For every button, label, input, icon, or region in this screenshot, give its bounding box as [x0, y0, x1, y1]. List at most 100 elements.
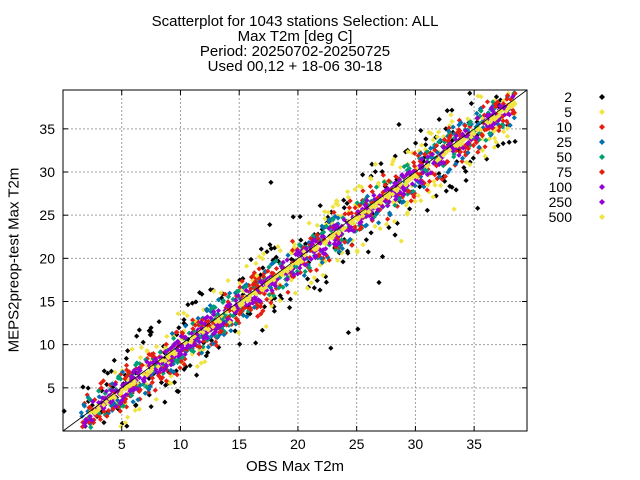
point-count-250 — [169, 358, 175, 364]
point-count-250 — [382, 198, 388, 204]
point-count-500 — [503, 108, 509, 114]
point-count-500 — [494, 114, 500, 121]
point-count-10 — [152, 387, 158, 393]
point-count-5 — [275, 244, 281, 250]
point-count-25 — [417, 150, 424, 156]
point-count-5 — [235, 330, 242, 336]
point-count-500 — [359, 210, 365, 216]
point-count-250 — [123, 392, 129, 398]
point-count-2 — [461, 165, 467, 171]
point-count-250 — [272, 281, 278, 287]
point-count-100 — [320, 247, 326, 253]
point-count-75 — [422, 151, 428, 157]
point-count-2 — [345, 329, 352, 336]
point-count-100 — [301, 256, 308, 262]
point-count-50 — [410, 188, 416, 195]
point-count-25 — [111, 400, 117, 407]
point-count-5 — [320, 272, 326, 278]
point-count-75 — [110, 406, 116, 412]
point-count-75 — [418, 170, 424, 177]
legend-label: 500 — [549, 209, 573, 225]
point-count-75 — [447, 132, 454, 139]
point-count-100 — [90, 399, 96, 405]
one-to-one-line — [62, 89, 528, 432]
point-count-75 — [334, 237, 341, 243]
point-count-500 — [246, 292, 253, 298]
point-count-25 — [199, 350, 205, 356]
point-count-25 — [427, 153, 434, 160]
y-tick-label: 35 — [39, 121, 55, 137]
legend-label: 2 — [564, 89, 572, 105]
point-count-2 — [468, 100, 474, 107]
point-count-500 — [249, 291, 255, 297]
point-count-250 — [346, 227, 352, 234]
point-count-75 — [481, 112, 487, 118]
point-count-50 — [266, 292, 272, 298]
point-count-5 — [412, 198, 418, 204]
point-count-500 — [277, 247, 283, 254]
point-count-500 — [253, 291, 259, 297]
point-count-2 — [273, 254, 279, 260]
point-count-5 — [426, 129, 432, 136]
point-count-500 — [349, 218, 355, 224]
point-count-5 — [166, 360, 173, 366]
point-count-250 — [359, 206, 365, 212]
point-count-2 — [396, 121, 402, 128]
point-count-100 — [211, 309, 217, 315]
point-count-250 — [309, 241, 315, 247]
point-count-250 — [153, 356, 159, 362]
point-count-500 — [128, 382, 134, 388]
point-count-75 — [512, 90, 518, 97]
point-count-10 — [225, 299, 231, 305]
point-count-2 — [268, 246, 274, 252]
point-count-50 — [478, 108, 484, 114]
point-count-250 — [123, 380, 129, 387]
point-count-2 — [271, 308, 277, 314]
point-count-100 — [257, 298, 264, 304]
point-count-10 — [334, 232, 340, 238]
point-count-75 — [238, 309, 244, 315]
point-count-5 — [356, 183, 362, 189]
point-count-75 — [342, 211, 348, 217]
point-count-25 — [427, 145, 434, 151]
point-count-50 — [188, 347, 194, 353]
point-count-500 — [477, 127, 484, 133]
point-count-250 — [168, 353, 174, 359]
point-count-25 — [362, 223, 368, 229]
point-count-2 — [311, 285, 317, 291]
point-count-10 — [462, 149, 468, 155]
point-count-50 — [157, 349, 163, 355]
point-count-50 — [373, 184, 380, 190]
point-count-75 — [393, 173, 399, 180]
point-count-10 — [163, 341, 169, 347]
chart-title-line-3: Period: 20250702-20250725 — [199, 43, 391, 60]
point-count-75 — [194, 343, 200, 349]
point-count-5 — [430, 137, 436, 143]
legend-label: 25 — [556, 134, 572, 150]
point-count-50 — [234, 288, 240, 294]
point-count-2 — [443, 126, 449, 132]
point-count-10 — [367, 183, 373, 189]
point-count-500 — [149, 364, 155, 370]
point-count-2 — [125, 348, 131, 354]
point-count-10 — [394, 203, 400, 209]
point-count-50 — [499, 122, 505, 128]
point-count-500 — [362, 208, 368, 215]
point-count-75 — [224, 306, 230, 313]
point-count-50 — [96, 388, 102, 394]
point-count-50 — [423, 169, 429, 175]
point-count-250 — [331, 227, 337, 233]
point-count-5 — [211, 288, 217, 294]
point-count-250 — [409, 181, 415, 187]
point-count-2 — [340, 259, 346, 265]
point-count-500 — [409, 174, 415, 180]
point-count-5 — [425, 182, 431, 188]
point-count-50 — [381, 179, 387, 185]
point-count-100 — [497, 103, 503, 109]
point-count-75 — [139, 362, 145, 368]
point-count-5 — [432, 182, 438, 188]
point-count-75 — [493, 103, 499, 110]
point-count-10 — [97, 416, 104, 423]
y-tick-label: 30 — [39, 164, 55, 180]
point-count-25 — [262, 268, 268, 274]
